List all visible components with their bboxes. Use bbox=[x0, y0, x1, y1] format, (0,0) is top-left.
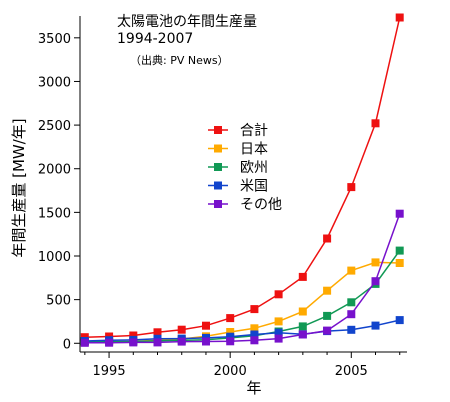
data-point bbox=[80, 338, 89, 347]
y-tick-layer: 0 500 1000 1500 2000 2500 3000 3500 bbox=[38, 32, 80, 352]
data-point bbox=[153, 328, 162, 337]
chart-title: 太陽電池の年間生産量 bbox=[117, 14, 257, 30]
y-tick-label: 2500 bbox=[38, 119, 71, 134]
legend-label: その他 bbox=[240, 197, 282, 213]
data-point bbox=[105, 338, 114, 347]
data-point bbox=[177, 337, 186, 346]
legend-swatch-marker bbox=[214, 181, 222, 190]
legend-label: 欧州 bbox=[240, 160, 268, 176]
data-point bbox=[298, 330, 307, 339]
data-point bbox=[347, 183, 356, 192]
data-point bbox=[274, 328, 283, 337]
data-point bbox=[347, 298, 356, 307]
data-point bbox=[226, 328, 235, 336]
legend-item: その他 bbox=[208, 197, 282, 213]
legend-item: 日本 bbox=[208, 142, 268, 158]
data-point bbox=[274, 290, 283, 299]
data-point bbox=[226, 314, 235, 323]
data-point bbox=[129, 331, 138, 340]
y-tick-label: 0 bbox=[63, 337, 71, 352]
data-point bbox=[250, 305, 259, 314]
data-point bbox=[202, 337, 210, 346]
data-point bbox=[323, 326, 332, 335]
x-tick-label: 2000 bbox=[214, 364, 247, 379]
series-line bbox=[84, 319, 400, 342]
data-point bbox=[347, 325, 356, 334]
series-layer bbox=[80, 13, 404, 347]
data-point bbox=[298, 272, 307, 281]
data-point bbox=[395, 209, 404, 218]
data-point bbox=[298, 307, 307, 316]
legend-item: 合計 bbox=[208, 123, 268, 139]
data-point bbox=[323, 311, 332, 320]
data-point bbox=[395, 246, 404, 255]
data-point bbox=[250, 336, 259, 345]
y-tick-label: 2000 bbox=[38, 163, 71, 178]
legend-item: 欧州 bbox=[208, 160, 268, 176]
legend-label: 合計 bbox=[240, 123, 268, 139]
series-line bbox=[84, 17, 401, 338]
chart-subtitle: 1994-2007 bbox=[117, 31, 193, 47]
data-point bbox=[226, 337, 235, 346]
x-tick-label: 1995 bbox=[93, 364, 126, 379]
data-point bbox=[371, 119, 380, 128]
y-tick-label: 3000 bbox=[38, 75, 71, 90]
legend-swatch-marker bbox=[214, 126, 222, 134]
data-point bbox=[202, 321, 210, 330]
data-point bbox=[347, 310, 356, 319]
x-tick-layer: 1995 2000 2005 bbox=[84, 352, 401, 379]
data-point bbox=[371, 321, 380, 330]
y-tick-label: 1500 bbox=[38, 206, 71, 221]
y-tick-label: 3500 bbox=[38, 32, 71, 47]
y-tick-label: 1000 bbox=[38, 250, 71, 265]
data-point bbox=[371, 277, 380, 286]
data-point bbox=[298, 322, 307, 331]
data-point bbox=[395, 259, 404, 267]
series-5 bbox=[80, 209, 404, 347]
data-point bbox=[323, 286, 332, 295]
x-axis-title: 年 bbox=[246, 379, 261, 397]
data-point bbox=[371, 258, 380, 267]
data-point bbox=[395, 316, 404, 325]
data-point bbox=[177, 325, 186, 334]
legend-swatch-marker bbox=[214, 200, 222, 208]
y-axis-title: 年間生産量 [MW/年] bbox=[10, 118, 28, 257]
x-tick-label: 2005 bbox=[335, 364, 368, 379]
data-point bbox=[274, 334, 283, 343]
data-point bbox=[129, 338, 138, 347]
data-point bbox=[250, 324, 259, 333]
series-line bbox=[84, 250, 401, 343]
series-line bbox=[84, 213, 401, 344]
legend-swatch-marker bbox=[214, 163, 222, 171]
source-note: （出典: PV News） bbox=[130, 53, 229, 67]
y-tick-label: 500 bbox=[46, 294, 71, 309]
legend-swatch-marker bbox=[214, 144, 222, 153]
data-point bbox=[153, 338, 162, 347]
data-point bbox=[323, 234, 332, 243]
data-point bbox=[395, 13, 404, 22]
data-point bbox=[226, 332, 235, 341]
data-point bbox=[274, 317, 283, 326]
data-point bbox=[250, 330, 259, 339]
legend-item: 米国 bbox=[208, 179, 268, 195]
legend-label: 米国 bbox=[240, 179, 268, 195]
legend-label: 日本 bbox=[240, 142, 268, 158]
data-point bbox=[347, 266, 356, 275]
